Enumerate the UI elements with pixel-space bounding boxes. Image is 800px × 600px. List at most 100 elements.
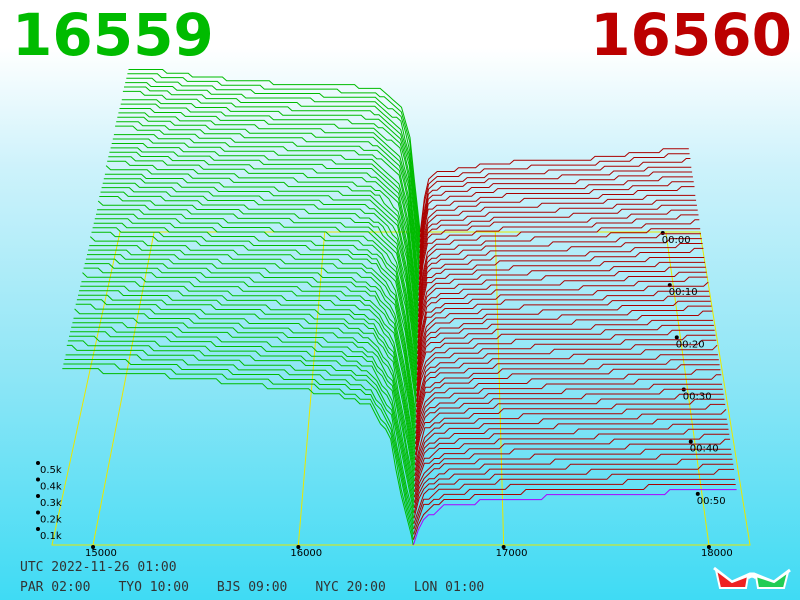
depth-chart: 15000 16000 17000 18000 00:00 00:10 00:20 00:30… bbox=[36, 69, 751, 559]
volume-tick-label: 0.4k bbox=[40, 482, 62, 493]
clock-lon: LON 01:00 bbox=[413, 580, 485, 595]
clock-bjs: BJS 09:00 bbox=[216, 580, 288, 595]
ask-depth-line bbox=[419, 181, 694, 264]
bid-depth-line bbox=[127, 73, 421, 238]
ask-depth-line bbox=[418, 219, 700, 302]
ask-depth-line bbox=[413, 484, 736, 540]
ask-depth-line bbox=[417, 276, 708, 355]
bid-depth-line bbox=[99, 196, 418, 370]
price-tick-marker bbox=[91, 545, 96, 549]
bid-depth-line bbox=[124, 86, 421, 254]
ask-depth-line bbox=[419, 166, 692, 248]
bid-depth-line bbox=[103, 178, 419, 349]
ask-depth-line bbox=[414, 418, 727, 482]
bid-depth-line bbox=[117, 116, 420, 286]
ask-depth-line bbox=[414, 409, 727, 477]
bid-depth-line bbox=[128, 69, 421, 233]
ask-depth-line bbox=[419, 158, 691, 243]
utc-timestamp: UTC 2022-11-26 01:00 bbox=[20, 560, 177, 575]
volume-tick-label: 0.3k bbox=[40, 498, 62, 509]
ask-depth-line bbox=[417, 271, 707, 349]
bid-depth-line bbox=[63, 363, 414, 540]
ask-depth-line bbox=[417, 243, 703, 323]
ask-depth-line bbox=[415, 383, 722, 450]
bid-depth-line bbox=[100, 191, 418, 365]
ask-depth-line bbox=[414, 428, 729, 493]
ask-depth-line bbox=[418, 214, 699, 296]
time-tick-label: 00:30 bbox=[683, 392, 712, 403]
bid-depth-line bbox=[66, 344, 415, 524]
ask-depth-line bbox=[415, 374, 722, 445]
ask-depth-line bbox=[416, 310, 713, 386]
time-tick-label: 00:00 bbox=[662, 235, 691, 246]
bid-depth-line bbox=[107, 160, 419, 333]
price-tick-label: 15000 bbox=[85, 548, 117, 559]
time-tick-marker bbox=[688, 439, 693, 444]
ask-depth-line bbox=[416, 334, 716, 408]
ask-depth-line bbox=[416, 290, 709, 365]
ask-depth-line bbox=[414, 403, 726, 471]
time-tick-label: 00:10 bbox=[669, 287, 698, 298]
volume-tick-marker bbox=[36, 461, 40, 465]
time-tick-marker bbox=[674, 335, 679, 340]
bid-depth-line bbox=[79, 290, 416, 466]
ask-depth-line bbox=[415, 354, 718, 424]
ask-depth-line bbox=[415, 369, 721, 439]
bid-depth-line bbox=[70, 331, 415, 508]
ask-depth-line bbox=[414, 388, 723, 455]
price-gridline bbox=[92, 231, 155, 546]
ask-depth-line bbox=[413, 458, 733, 519]
clock-tyo: TYO 10:00 bbox=[118, 580, 189, 595]
bid-depth-line bbox=[104, 173, 419, 344]
bid-depth-line bbox=[83, 267, 416, 445]
bid-depth-line bbox=[87, 254, 417, 429]
bid-depth-line bbox=[75, 303, 416, 482]
ask-depth-line bbox=[416, 305, 712, 381]
bid-depth-line bbox=[91, 231, 417, 408]
price-tick-label: 17000 bbox=[496, 548, 528, 559]
ask-depth-line bbox=[414, 433, 730, 498]
bid-depth-line bbox=[80, 285, 416, 461]
ask-depth-line bbox=[416, 300, 711, 376]
ask-depth-line bbox=[418, 228, 701, 307]
ask-depth-line bbox=[419, 153, 690, 238]
ask-depth-line bbox=[417, 238, 702, 317]
bid-depth-line bbox=[72, 322, 415, 498]
volume-tick-label: 0.5k bbox=[40, 465, 62, 476]
ask-depth-line bbox=[417, 257, 705, 333]
bid-depth-line bbox=[78, 294, 416, 471]
volume-tick-marker bbox=[36, 527, 40, 531]
ask-depth-line bbox=[414, 393, 724, 461]
bid-depth-line bbox=[81, 281, 416, 455]
bid-depth-line bbox=[92, 227, 417, 402]
bid-depth-line bbox=[84, 263, 417, 440]
bid-depth-line bbox=[102, 182, 418, 355]
bid-depth-line bbox=[65, 354, 415, 530]
3d-glasses-icon[interactable] bbox=[712, 560, 792, 594]
volume-tick-label: 0.1k bbox=[40, 531, 62, 542]
price-tick-label: 18000 bbox=[701, 548, 733, 559]
bid-depth-line bbox=[111, 143, 419, 312]
bid-depth-line bbox=[113, 134, 420, 302]
bid-depth-line bbox=[85, 258, 417, 434]
ask-depth-line bbox=[413, 438, 731, 503]
ask-depth-line bbox=[418, 199, 697, 280]
ask-depth-line bbox=[415, 344, 718, 418]
bid-depth-line bbox=[67, 340, 415, 519]
bid-depth-line bbox=[120, 103, 420, 270]
ask-depth-line bbox=[414, 398, 725, 466]
price-gridline bbox=[297, 231, 326, 546]
volume-tick-label: 0.2k bbox=[40, 515, 62, 526]
bid-depth-line bbox=[76, 299, 416, 477]
ask-depth-line bbox=[414, 423, 728, 487]
time-tick-label: 00:50 bbox=[697, 496, 726, 507]
bid-price: 16559 bbox=[12, 1, 214, 69]
bid-depth-line bbox=[119, 108, 420, 275]
bid-depth-line bbox=[126, 77, 421, 243]
clock-par: PAR 02:00 bbox=[20, 580, 91, 595]
price-gridline bbox=[665, 231, 710, 546]
bid-depth-line bbox=[105, 165, 419, 339]
bid-depth-line bbox=[97, 200, 418, 376]
ask-depth-line bbox=[413, 448, 731, 509]
bid-depth-line bbox=[97, 209, 418, 381]
